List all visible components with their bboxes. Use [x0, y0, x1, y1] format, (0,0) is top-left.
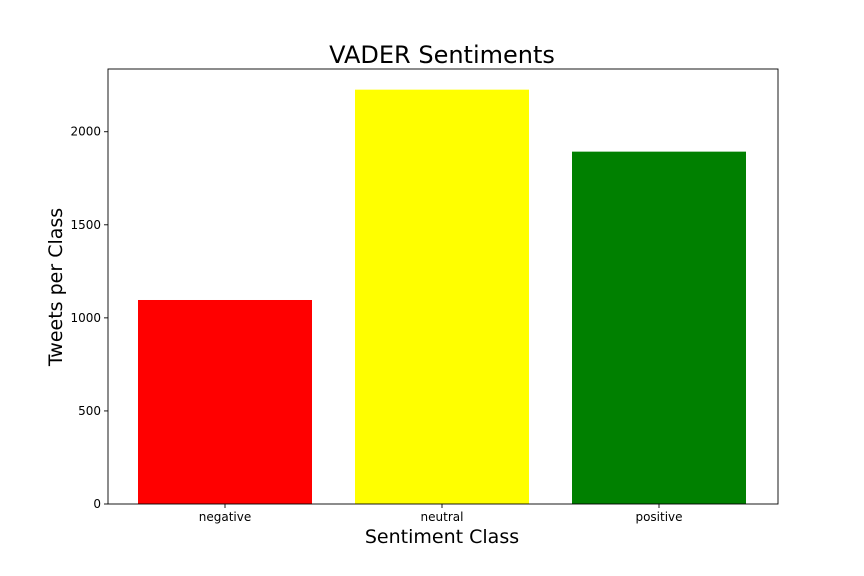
- bar-positive: [572, 151, 746, 504]
- y-tick-label: 500: [78, 404, 101, 418]
- y-axis-label: Tweets per Class: [45, 208, 67, 367]
- x-tick-label: negative: [199, 510, 251, 524]
- y-tick-label: 1000: [70, 311, 101, 325]
- bar-neutral: [355, 89, 529, 504]
- y-tick-label: 2000: [70, 125, 101, 139]
- y-tick-label: 0: [93, 497, 101, 511]
- y-axis: 0 500 1000 1500 2000: [70, 125, 108, 511]
- plot-frame: [107, 68, 779, 505]
- bars-group: [138, 89, 746, 504]
- chart-title: VADER Sentiments: [329, 41, 555, 69]
- y-tick-label: 1500: [70, 218, 101, 232]
- x-tick-label: neutral: [421, 510, 464, 524]
- x-axis-label: Sentiment Class: [365, 526, 519, 548]
- x-tick-label: positive: [635, 510, 682, 524]
- x-axis: negative neutral positive: [199, 504, 683, 524]
- bar-negative: [138, 299, 312, 504]
